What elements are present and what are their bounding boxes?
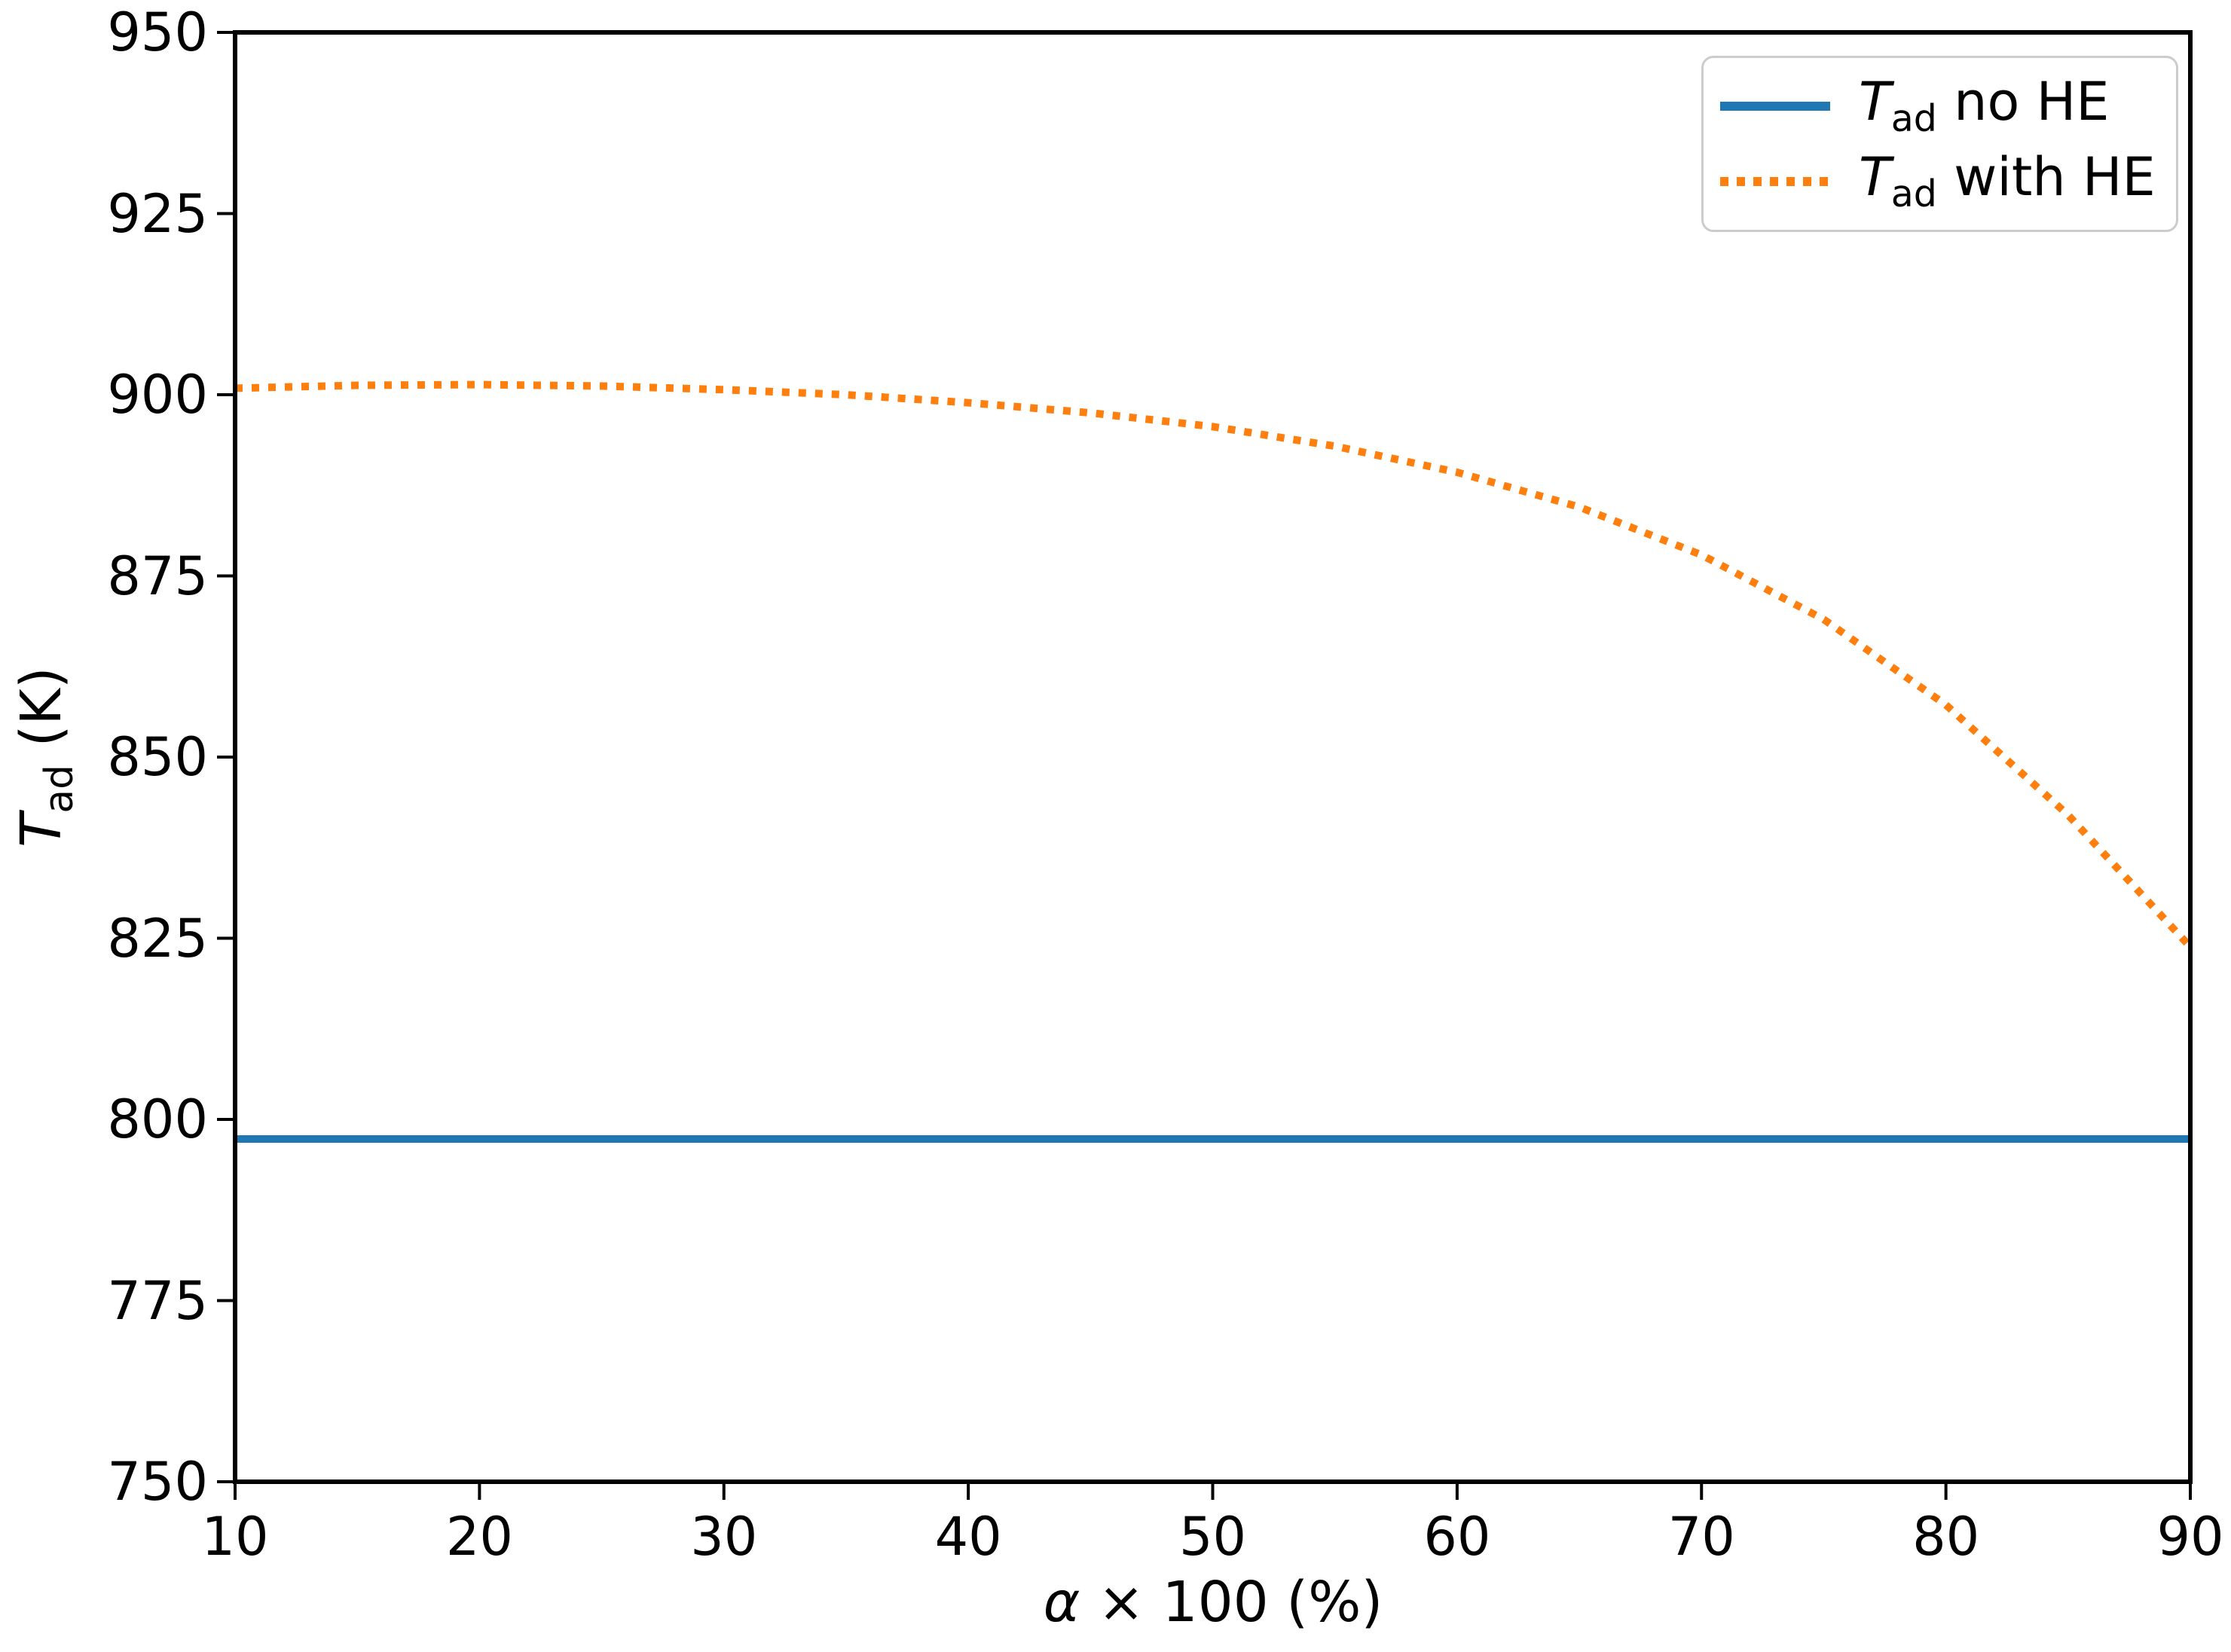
y-tick-label: 875	[107, 545, 208, 607]
y-tick-label: 900	[107, 364, 208, 426]
series-line-with-he	[234, 380, 2193, 950]
y-tick-label: 825	[107, 907, 208, 970]
x-tick-label: 50	[1178, 1506, 1247, 1568]
x-tick-label: 20	[445, 1506, 513, 1568]
y-tick-label: 925	[107, 182, 208, 245]
x-tick-label: 70	[1667, 1506, 1735, 1568]
legend-label-no-he-sub: ad	[1890, 97, 1937, 141]
legend-swatch-solid-line	[1720, 102, 1830, 111]
x-tick-label: 80	[1912, 1506, 1980, 1568]
x-tick-label: 40	[934, 1506, 1002, 1568]
x-tick-label: 60	[1423, 1506, 1491, 1568]
y-axis-label-sym: T	[9, 813, 75, 847]
legend-label-with-he: Tad with HE	[1859, 151, 2156, 212]
legend-label-with-he-sym: T	[1859, 145, 1891, 208]
legend: Tad no HE Tad with HE	[1701, 56, 2178, 232]
x-tick-label: 10	[201, 1506, 269, 1568]
y-tick-label: 750	[107, 1451, 208, 1513]
legend-entry-with-he: Tad with HE	[1720, 151, 2176, 212]
legend-label-no-he-rest: no HE	[1936, 71, 2110, 133]
y-tick-label: 775	[107, 1269, 208, 1332]
y-tick-label: 950	[107, 2, 208, 63]
x-axis-label-var: α	[1043, 1570, 1080, 1635]
y-tick-label: 800	[107, 1089, 208, 1150]
plot-spines	[233, 30, 2193, 1484]
legend-entry-no-he: Tad no HE	[1720, 75, 2176, 137]
x-axis-label: α × 100 (%)	[1044, 1574, 1383, 1630]
legend-label-with-he-rest: with HE	[1936, 145, 2156, 208]
x-axis-label-rest: × 100 (%)	[1080, 1570, 1383, 1635]
legend-label-with-he-sub: ad	[1890, 172, 1937, 215]
y-tick-label: 850	[107, 726, 208, 788]
legend-swatch-dotted-line	[1720, 176, 1830, 186]
x-tick-label: 30	[690, 1506, 758, 1568]
x-tick-label: 90	[2156, 1506, 2224, 1568]
legend-label-no-he: Tad no HE	[1859, 75, 2109, 137]
legend-label-no-he-sym: T	[1859, 71, 1891, 133]
plot-area	[217, 30, 2193, 1500]
